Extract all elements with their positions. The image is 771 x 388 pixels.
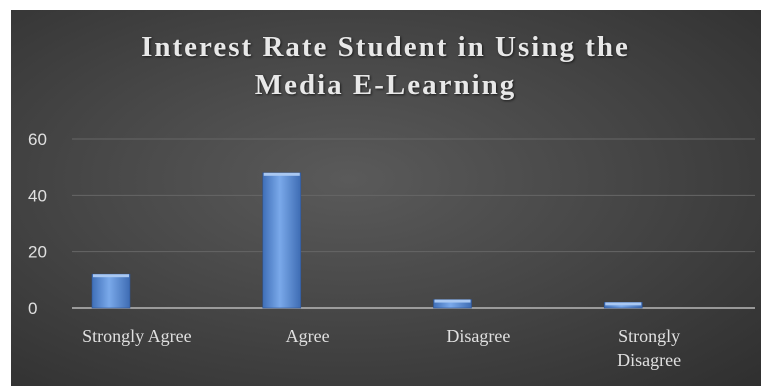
- y-tick-label: 0: [28, 299, 37, 318]
- bar: [91, 273, 131, 309]
- bar-top-highlight: [263, 172, 300, 176]
- y-tick-label: 40: [28, 186, 47, 205]
- chart-area: [11, 10, 761, 386]
- bar-top-highlight: [605, 302, 642, 306]
- x-category-label: Disagree: [446, 326, 510, 346]
- chart-title: Interest Rate Student in Using the Media…: [141, 31, 630, 101]
- bar-top-highlight: [93, 274, 129, 278]
- bar-top-highlight: [434, 299, 471, 303]
- x-category-label: Strongly: [618, 326, 680, 346]
- x-category-label: Agree: [286, 326, 330, 346]
- y-tick-label: 60: [28, 130, 47, 149]
- x-category-label: Disagree: [617, 350, 681, 370]
- y-tick-label: 20: [28, 243, 47, 262]
- bar: [262, 172, 302, 309]
- x-category-label: Strongly Agree: [82, 326, 192, 346]
